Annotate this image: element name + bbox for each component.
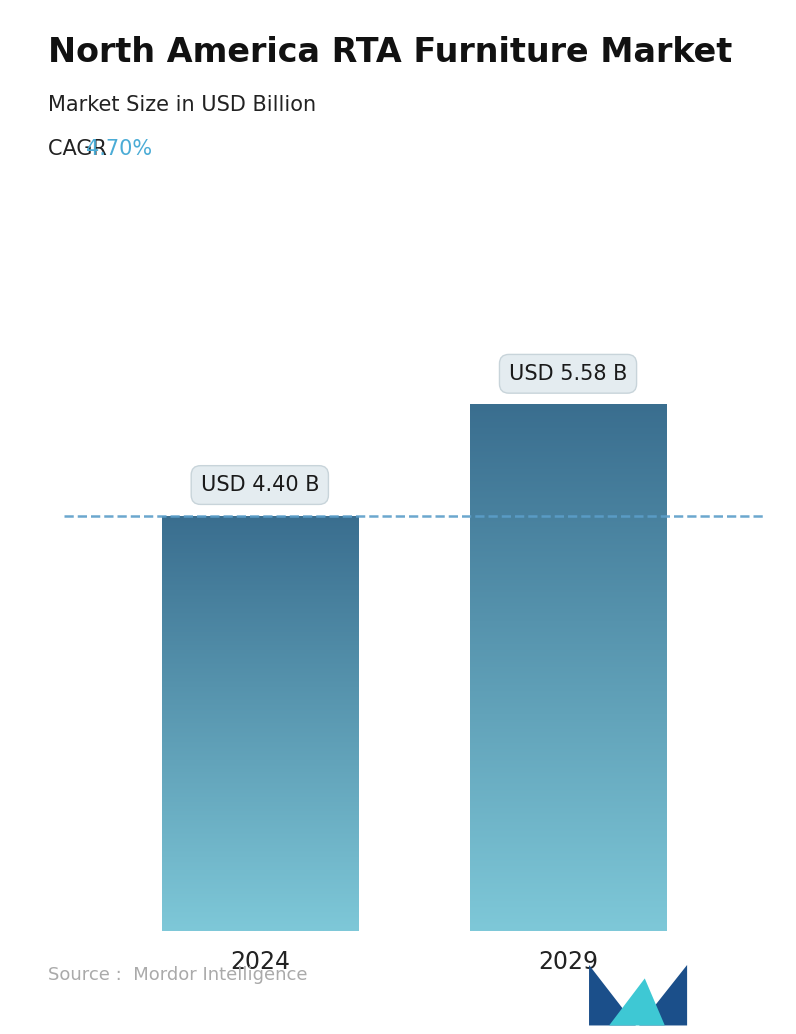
Polygon shape xyxy=(609,978,665,1026)
Text: USD 5.58 B: USD 5.58 B xyxy=(509,364,627,384)
Text: CAGR: CAGR xyxy=(48,139,113,158)
Text: USD 4.40 B: USD 4.40 B xyxy=(201,475,319,495)
Text: 4.70%: 4.70% xyxy=(86,139,152,158)
Polygon shape xyxy=(639,965,687,1026)
Polygon shape xyxy=(589,965,636,1026)
Text: Source :  Mordor Intelligence: Source : Mordor Intelligence xyxy=(48,967,307,984)
Text: Market Size in USD Billion: Market Size in USD Billion xyxy=(48,95,316,115)
Text: North America RTA Furniture Market: North America RTA Furniture Market xyxy=(48,36,732,69)
